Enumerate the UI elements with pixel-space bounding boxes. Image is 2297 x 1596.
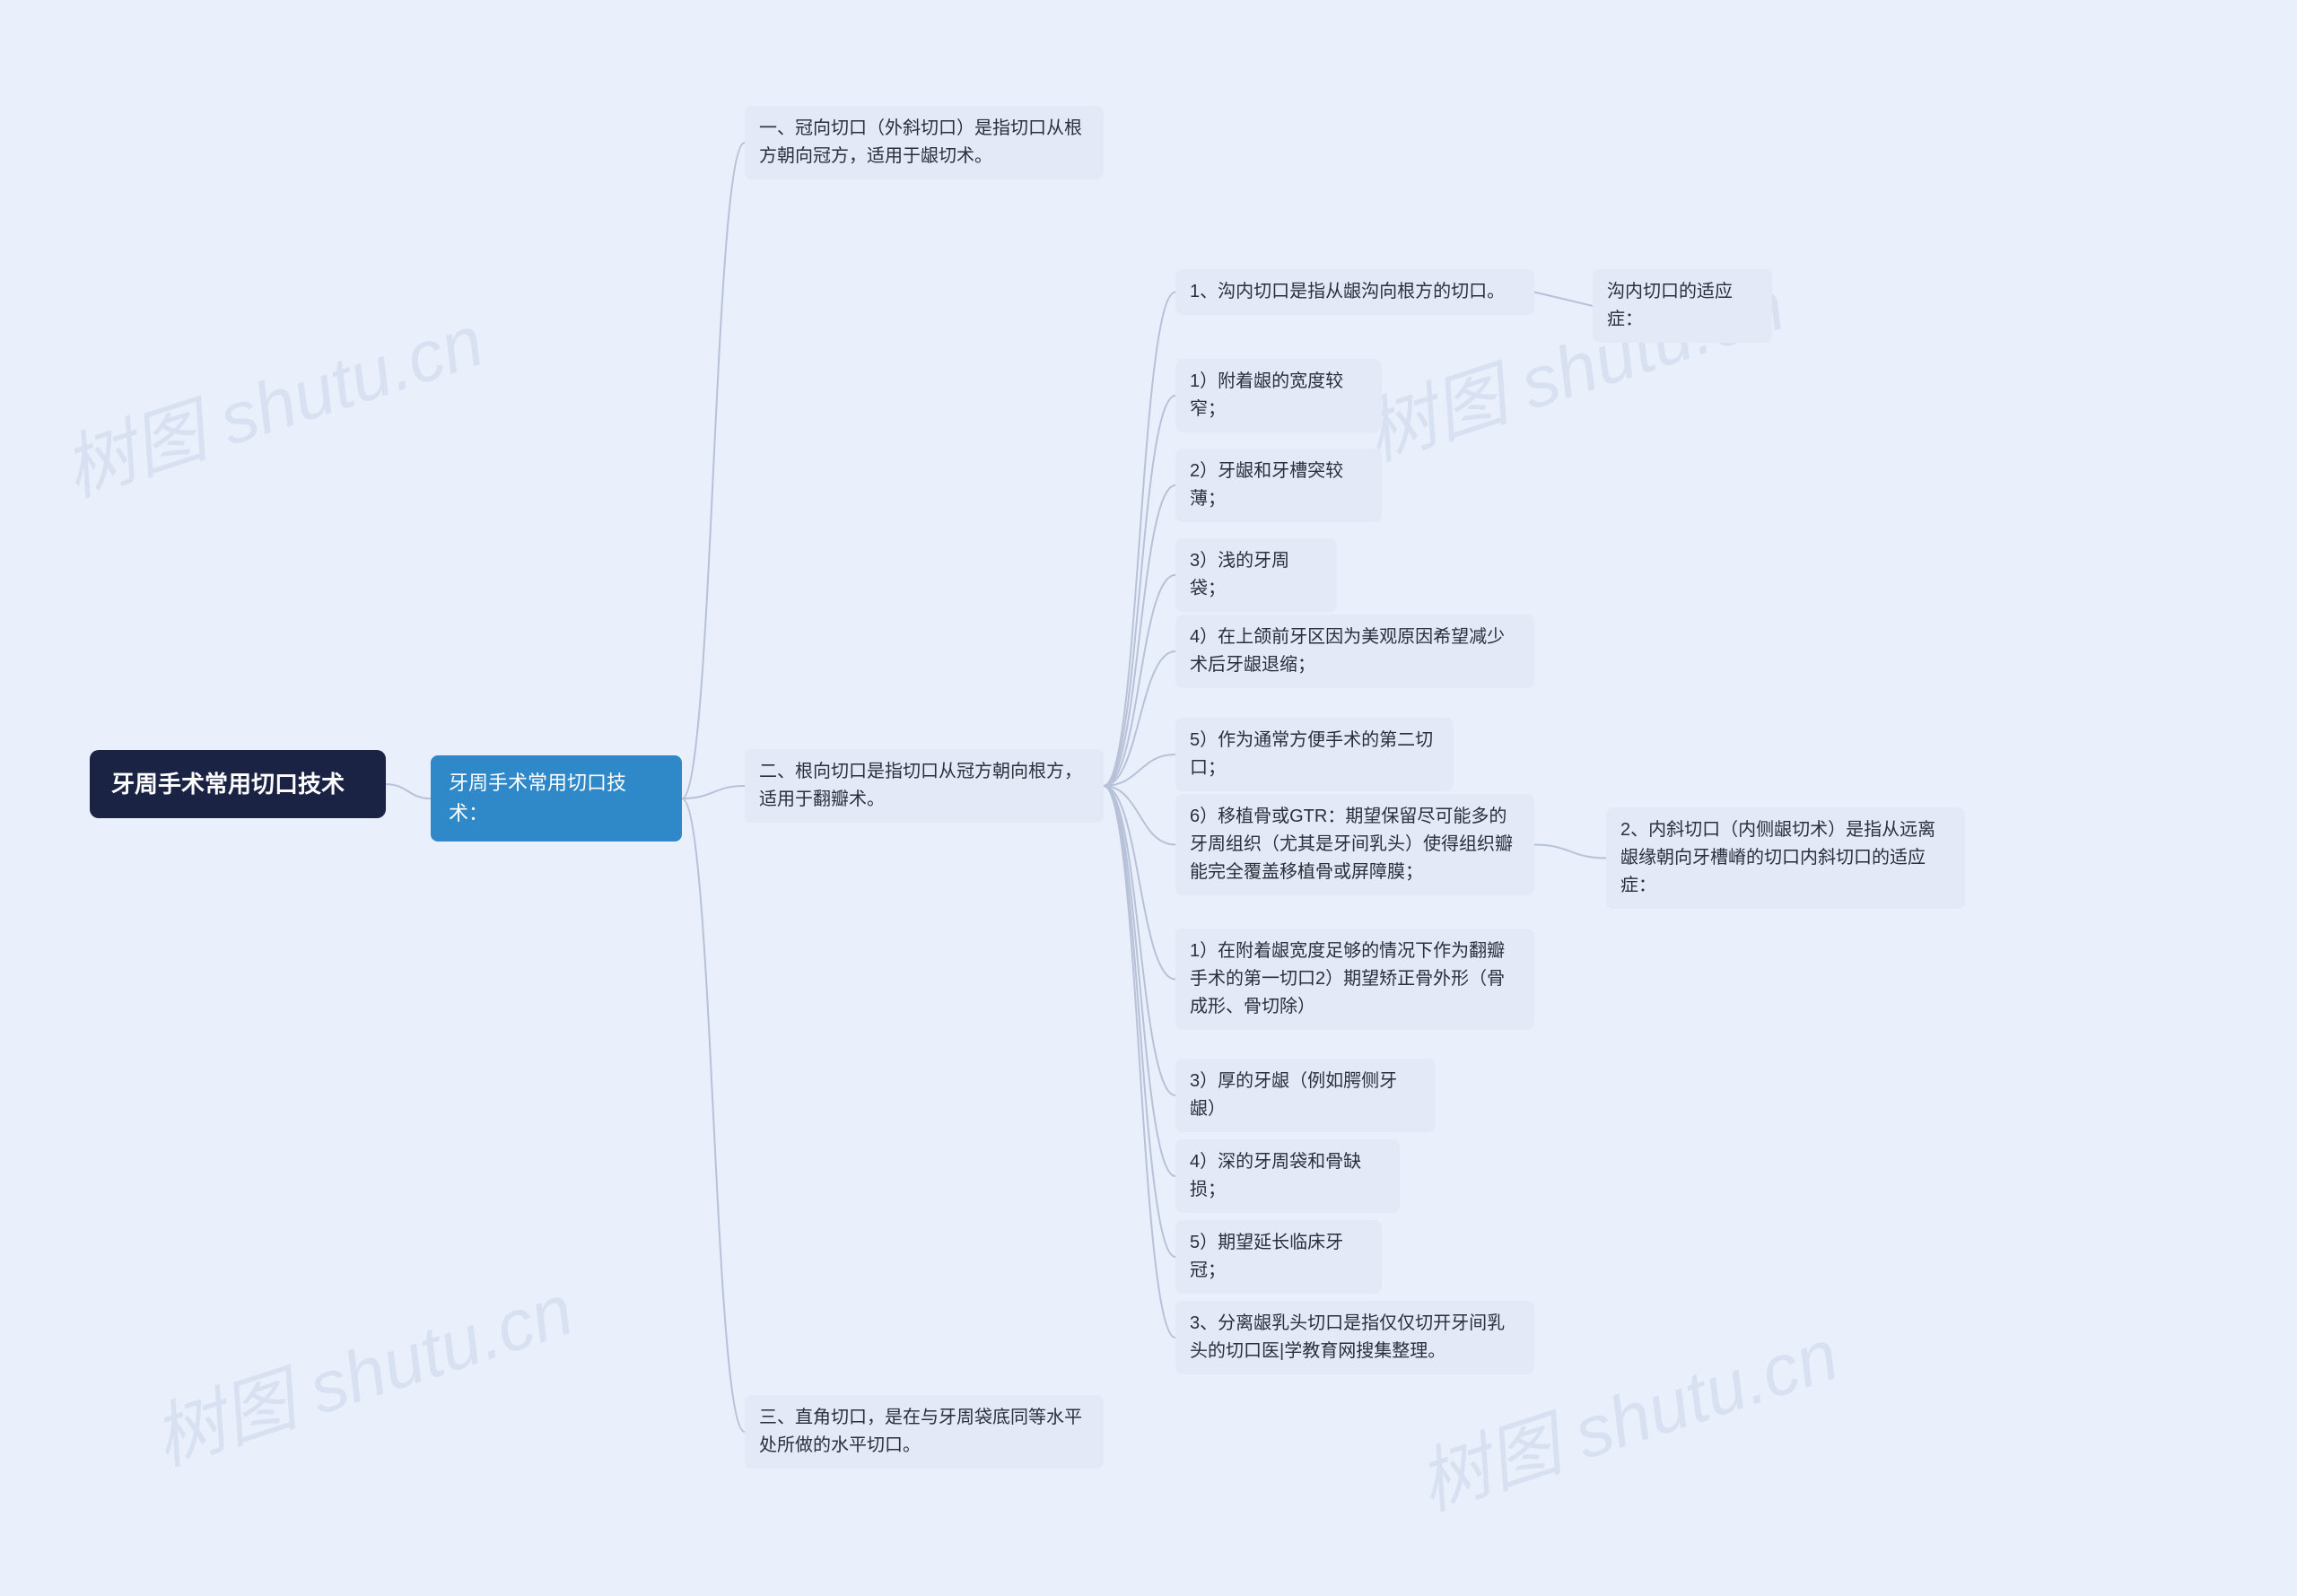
mindmap-node: 4）深的牙周袋和骨缺损； xyxy=(1175,1139,1400,1213)
mindmap-node: 二、根向切口是指切口从冠方朝向根方，适用于翻瓣术。 xyxy=(745,749,1104,823)
mindmap-node: 牙周手术常用切口技术 xyxy=(90,750,386,818)
mindmap-node: 3、分离龈乳头切口是指仅仅切开牙间乳头的切口医|学教育网搜集整理。 xyxy=(1175,1301,1534,1374)
mindmap-node: 牙周手术常用切口技术： xyxy=(431,755,682,842)
mindmap-node: 2）牙龈和牙槽突较薄； xyxy=(1175,449,1382,522)
mindmap-node: 1、沟内切口是指从龈沟向根方的切口。 xyxy=(1175,269,1534,315)
mindmap-node: 6）移植骨或GTR：期望保留尽可能多的牙周组织（尤其是牙间乳头）使得组织瓣能完全… xyxy=(1175,794,1534,895)
mindmap-node: 一、冠向切口（外斜切口）是指切口从根方朝向冠方，适用于龈切术。 xyxy=(745,106,1104,179)
mindmap-node: 沟内切口的适应症： xyxy=(1593,269,1772,343)
mindmap-node: 1）在附着龈宽度足够的情况下作为翻瓣手术的第一切口2）期望矫正骨外形（骨成形、骨… xyxy=(1175,929,1534,1030)
mindmap-node: 3）厚的牙龈（例如腭侧牙龈） xyxy=(1175,1059,1436,1132)
mindmap-node: 5）作为通常方便手术的第二切口； xyxy=(1175,718,1454,791)
mindmap-node: 1）附着龈的宽度较窄； xyxy=(1175,359,1382,432)
mindmap-node: 2、内斜切口（内侧龈切术）是指从远离龈缘朝向牙槽嵴的切口内斜切口的适应症： xyxy=(1606,807,1965,909)
mindmap-node: 5）期望延长临床牙冠； xyxy=(1175,1220,1382,1294)
mindmap-node: 3）浅的牙周袋； xyxy=(1175,538,1337,612)
mindmap-node: 三、直角切口，是在与牙周袋底同等水平处所做的水平切口。 xyxy=(745,1395,1104,1469)
mindmap-node: 4）在上颌前牙区因为美观原因希望减少术后牙龈退缩； xyxy=(1175,615,1534,688)
